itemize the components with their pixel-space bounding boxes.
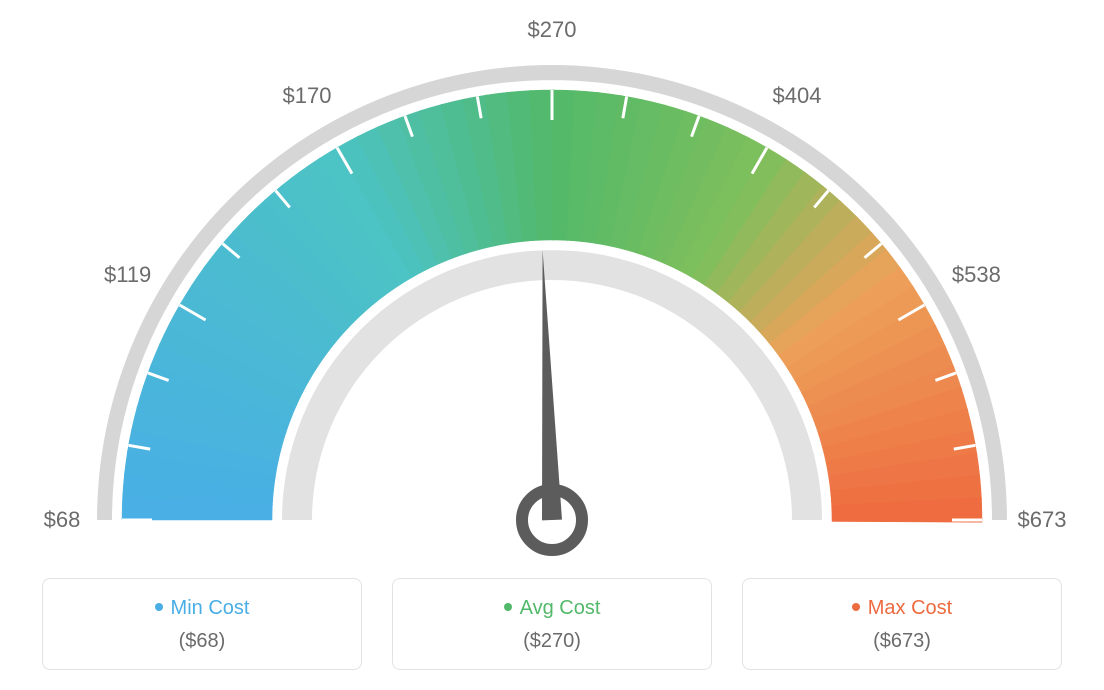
gauge-tick-label: $538 (952, 262, 1001, 288)
gauge-tick-label: $170 (283, 83, 332, 109)
legend-min-card: Min Cost ($68) (42, 578, 362, 670)
legend-avg-card: Avg Cost ($270) (392, 578, 712, 670)
gauge-tick-label: $119 (104, 262, 151, 288)
legend-max-value: ($673) (743, 630, 1061, 653)
legend-row: Min Cost ($68) Avg Cost ($270) Max Cost … (0, 578, 1104, 670)
legend-avg-title: Avg Cost (393, 597, 711, 620)
legend-min-title: Min Cost (43, 597, 361, 620)
gauge-tick-label: $68 (44, 507, 81, 533)
legend-max-card: Max Cost ($673) (742, 578, 1062, 670)
gauge-tick-label: $673 (1018, 507, 1067, 533)
gauge-tick-label: $270 (528, 17, 577, 43)
cost-gauge: $68$119$170$270$404$538$673 (52, 20, 1052, 560)
legend-max-title: Max Cost (743, 597, 1061, 620)
legend-avg-value: ($270) (393, 630, 711, 653)
legend-min-value: ($68) (43, 630, 361, 653)
gauge-svg (52, 20, 1052, 560)
gauge-tick-label: $404 (773, 83, 822, 109)
